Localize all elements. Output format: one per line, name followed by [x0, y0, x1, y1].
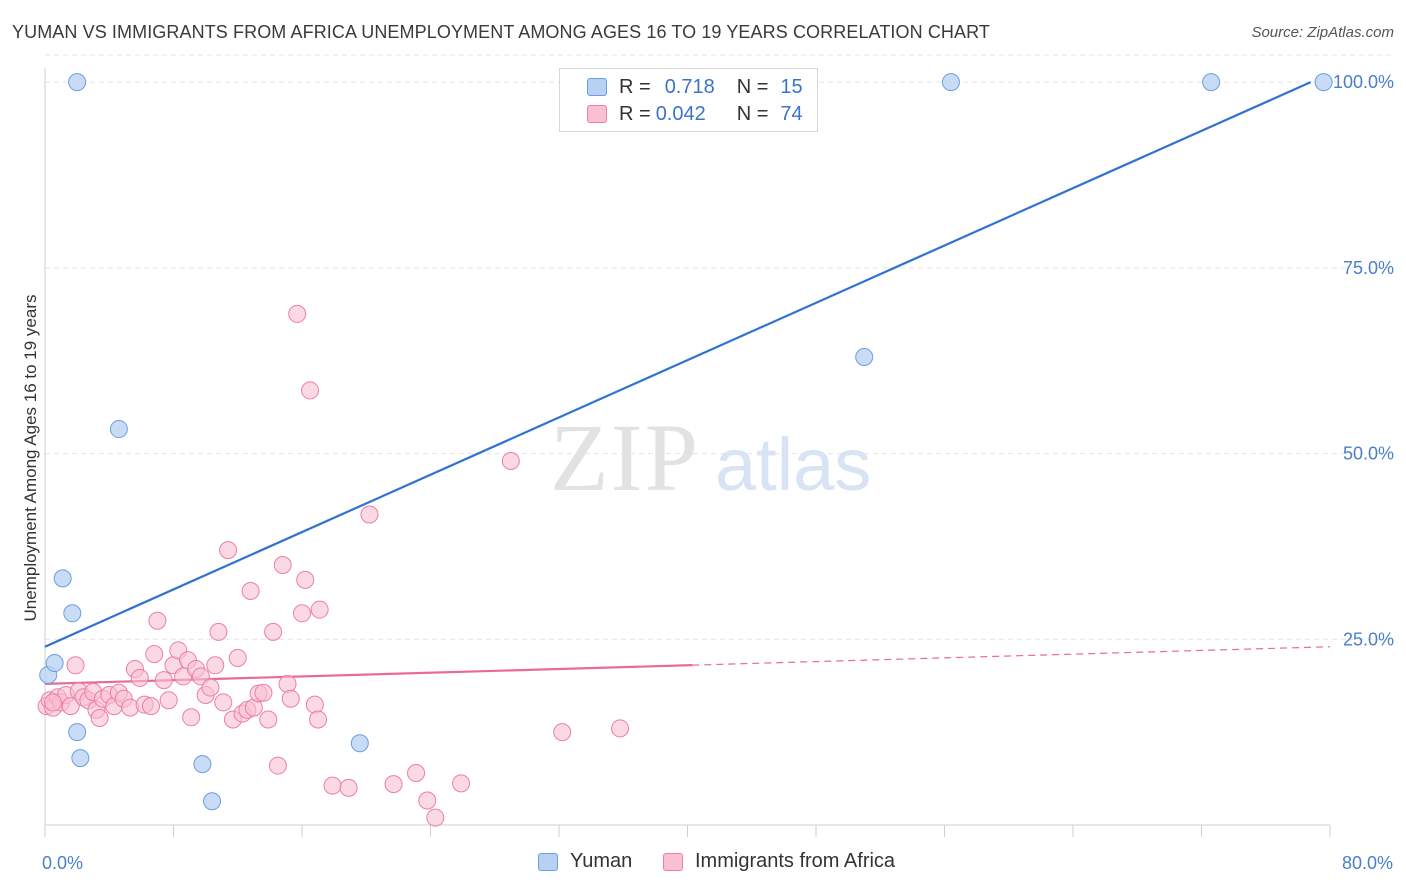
- africa-point-72: [611, 719, 630, 738]
- source-label: Source: ZipAtlas.com: [1251, 24, 1394, 41]
- yuman-point-10: [350, 734, 369, 753]
- y-tick-label-1: 50.0%: [1343, 444, 1394, 464]
- africa-point-55: [288, 304, 307, 323]
- yuman-point-13: [1202, 73, 1221, 92]
- africa-point-73: [44, 693, 63, 712]
- africa-point-39: [214, 693, 233, 712]
- africa-point-6: [61, 697, 80, 716]
- africa-point-40: [219, 541, 238, 560]
- yuman-point-5: [71, 749, 90, 768]
- bottom-legend-label: Yuman: [570, 850, 633, 872]
- bottom-legend-label: Immigrants from Africa: [695, 850, 896, 872]
- africa-point-53: [278, 674, 297, 693]
- africa-point-68: [426, 808, 445, 827]
- africa-point-57: [296, 570, 315, 589]
- africa-point-21: [130, 668, 149, 687]
- africa-point-49: [259, 710, 278, 729]
- africa-point-62: [323, 776, 342, 795]
- yuman-point-12: [941, 73, 960, 92]
- africa-point-23: [142, 697, 161, 716]
- africa-point-50: [264, 622, 283, 641]
- africa-point-7: [66, 656, 85, 675]
- africa-point-42: [228, 648, 247, 667]
- legend: R = 0.718 N = 15 R = 0.042 N = 74: [559, 68, 818, 132]
- legend-n-value: 15: [780, 75, 803, 98]
- y-tick-label-3: 100.0%: [1333, 72, 1394, 92]
- legend-row-yuman: R = 0.718 N = 15: [560, 73, 803, 101]
- y-tick-label-0: 25.0%: [1343, 629, 1394, 649]
- yuman-point-1: [45, 654, 64, 673]
- africa-point-13: [90, 709, 109, 728]
- africa-trend-line-extension: [692, 646, 1331, 666]
- africa-point-54: [281, 689, 300, 708]
- africa-point-51: [268, 756, 287, 775]
- yuman-point-2: [53, 569, 72, 588]
- africa-point-32: [182, 708, 201, 727]
- watermark-zip: ZIP: [550, 404, 700, 511]
- yuman-point-11: [855, 348, 874, 366]
- africa-point-59: [305, 695, 324, 714]
- bottom-legend-yuman: Yuman: [538, 850, 632, 873]
- africa-point-65: [384, 775, 403, 794]
- watermark-atlas: atlas: [715, 423, 871, 506]
- yuman-point-3: [63, 604, 82, 623]
- africa-point-27: [159, 691, 178, 710]
- legend-n-label: N =: [736, 75, 769, 98]
- africa-point-56: [293, 604, 311, 623]
- africa-swatch: [587, 105, 607, 123]
- yuman-point-14: [1314, 73, 1333, 92]
- africa-point-63: [339, 778, 358, 797]
- africa-point-71: [553, 723, 572, 742]
- yuman-swatch: [587, 78, 607, 96]
- trend-lines: [44, 81, 1331, 685]
- yuman-trend-line: [44, 81, 1312, 648]
- africa-swatch: [663, 852, 683, 871]
- tick-labels: 25.0% 50.0% 75.0% 100.0% 0.0% 80.0%: [42, 72, 1394, 873]
- africa-point-58: [301, 381, 320, 400]
- y-tick-label-2: 75.0%: [1343, 258, 1394, 278]
- africa-point-64: [360, 505, 379, 524]
- africa-point-66: [407, 764, 426, 782]
- africa-point-19: [121, 698, 140, 717]
- africa-point-25: [148, 611, 167, 630]
- bottom-legend-africa: Immigrants from Africa: [663, 850, 895, 873]
- africa-point-52: [273, 556, 292, 574]
- africa-point-38: [209, 622, 228, 641]
- africa-point-67: [418, 791, 437, 810]
- africa-point-60: [309, 710, 328, 729]
- yuman-point-7: [109, 420, 128, 439]
- legend-n-value: 74: [780, 102, 803, 125]
- legend-n-label: N =: [736, 102, 769, 125]
- chart-title: YUMAN VS IMMIGRANTS FROM AFRICA UNEMPLOY…: [12, 22, 990, 42]
- yuman-point-6: [68, 73, 87, 92]
- africa-point-37: [206, 656, 225, 675]
- legend-r-label: R =: [619, 75, 651, 98]
- series-yuman: [39, 73, 1333, 811]
- africa-point-61: [310, 600, 329, 619]
- legend-r-label: R =: [619, 102, 651, 125]
- africa-point-24: [145, 645, 164, 664]
- yuman-swatch: [538, 852, 558, 871]
- africa-point-70: [501, 452, 520, 470]
- y-axis-label: Unemployment Among Ages 16 to 19 years: [21, 295, 40, 622]
- yuman-point-9: [203, 792, 222, 811]
- legend-row-africa: R = 0.042 N = 74: [560, 100, 803, 128]
- yuman-point-4: [68, 723, 87, 742]
- africa-point-45: [241, 582, 260, 600]
- legend-r-value: 0.042: [655, 102, 706, 125]
- africa-trend-line: [44, 664, 693, 685]
- africa-point-36: [201, 678, 220, 697]
- africa-point-48: [254, 683, 273, 702]
- legend-r-value: 0.718: [664, 75, 715, 98]
- yuman-point-8: [193, 755, 212, 774]
- africa-point-26: [154, 671, 173, 690]
- africa-point-69: [452, 774, 471, 793]
- x-tick-label-0: 0.0%: [42, 853, 83, 873]
- x-tick-label-1: 80.0%: [1342, 853, 1393, 873]
- series-immigrants-from-africa: [37, 304, 630, 827]
